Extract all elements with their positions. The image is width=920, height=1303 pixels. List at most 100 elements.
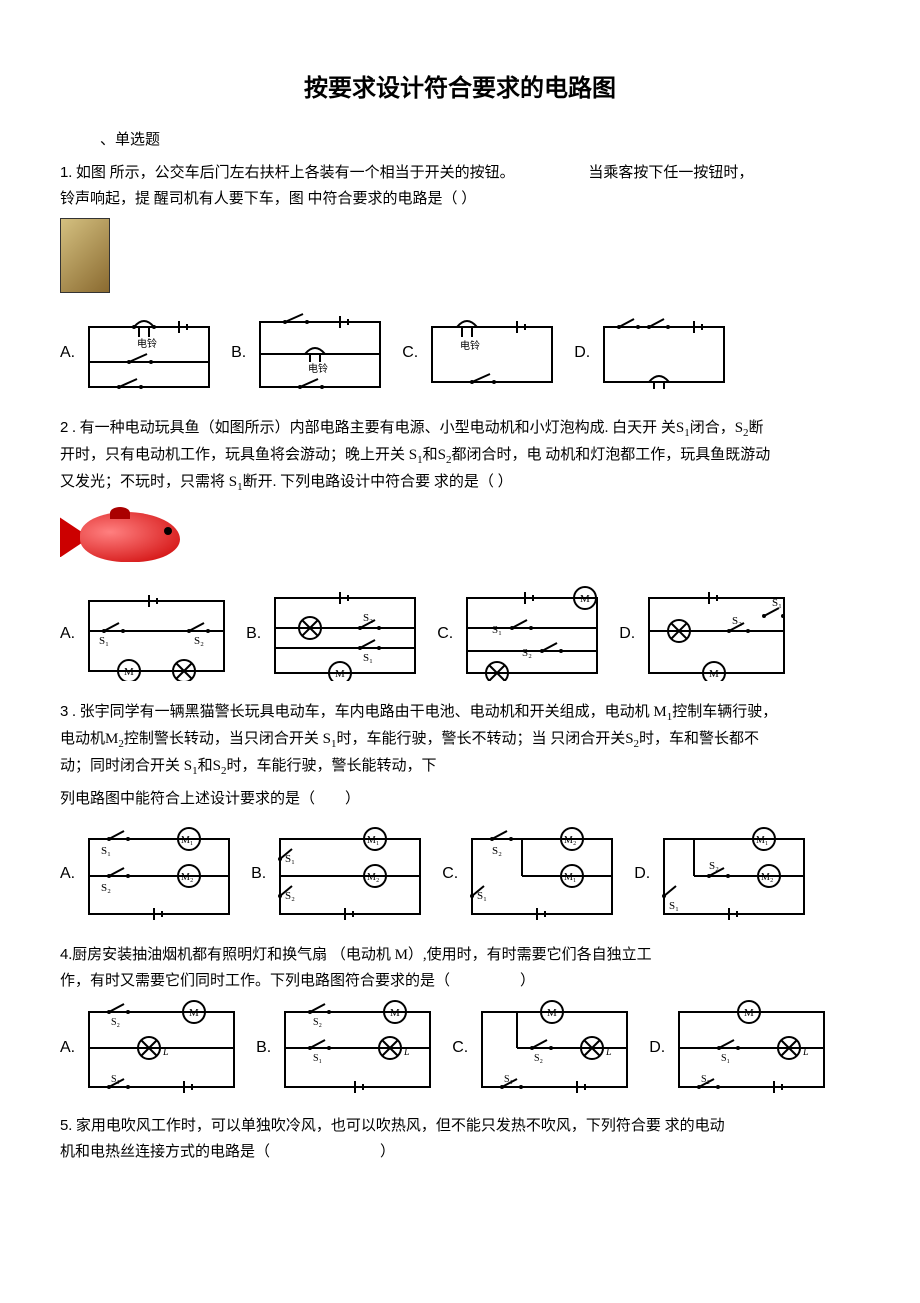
q1-text-l2: 铃声响起，提 醒司机有人要下车，图 中符合要求的电路是（ ） (60, 191, 476, 207)
svg-text:L: L (802, 1047, 809, 1058)
svg-text:S₂: S₂ (101, 882, 111, 894)
q1-diagram-b: 电铃 (250, 307, 390, 397)
svg-text:M: M (547, 1007, 557, 1019)
q3-opt-c-label: C. (442, 861, 458, 887)
question-1: 1. 如图 所示，公交车后门左右扶杆上各装有一个相当于开关的按钮。 当乘客按下任… (60, 160, 860, 397)
q1-opt-d-label: D. (574, 340, 590, 366)
q3-l1b: 控制车辆行驶， (672, 704, 777, 720)
q1-opt-a-label: A. (60, 340, 75, 366)
question-3: 3 . 张宇同学有一辆黑猫警长玩具电动车，车内电路由干电池、电动机和开关组成，电… (60, 699, 860, 924)
q2-opt-a-label: A. (60, 621, 75, 647)
svg-text:S₂: S₂ (534, 1053, 543, 1064)
q2-diagram-b: S₂ S₁ M (265, 586, 425, 681)
q3-diagram-a: S₁ M₁ S₂ M₂ (79, 824, 239, 924)
q1-photo (60, 218, 860, 301)
q3-l2c: 时，车能行驶，警长不转动；当 只闭合开关S (336, 731, 633, 747)
svg-text:S₂: S₂ (701, 1074, 710, 1085)
q2-l3b: 断开. 下列电路设计中符合要 求的是（ ） (243, 474, 513, 490)
q3-opt-d-label: D. (634, 861, 650, 887)
q3-l3a: 动；同时闭合开关 S (60, 758, 192, 774)
svg-text:S₁: S₁ (313, 1053, 322, 1064)
q3-l2a: 电动机M (60, 731, 118, 747)
q1-opt-b-label: B. (231, 340, 246, 366)
svg-text:L: L (605, 1047, 612, 1058)
q2-opt-c-label: C. (437, 621, 453, 647)
svg-text:电铃: 电铃 (460, 339, 480, 352)
q3-l3c: 时，车能行驶，警长能转动，下 (226, 758, 436, 774)
svg-text:M: M (124, 666, 134, 678)
svg-text:M₂: M₂ (761, 872, 773, 883)
q1-opt-c-label: C. (402, 340, 418, 366)
q2-l2b: 和S (423, 447, 446, 463)
svg-text:M: M (390, 1007, 400, 1019)
question-5: 5. 家用电吹风工作时，可以单独吹冷风，也可以吹热风，但不能只发热不吹风，下列符… (60, 1113, 860, 1165)
q4-opt-d-label: D. (649, 1035, 665, 1061)
svg-text:S₁: S₁ (363, 652, 373, 664)
svg-text:S₁: S₁ (477, 890, 487, 902)
q3-opt-a-label: A. (60, 861, 75, 887)
q4-text: 4.厨房安装抽油烟机都有照明灯和换气扇 （电动机 M）,使用时，有时需要它们各自… (60, 942, 860, 994)
q1-diagram-c: 电铃 (422, 307, 562, 397)
svg-text:S₁: S₁ (99, 635, 109, 647)
q1-diagram-a: 电铃 (79, 307, 219, 397)
svg-text:L: L (403, 1047, 410, 1058)
q3-l2d: 时，车和警长都不 (639, 731, 759, 747)
q4-diagram-a: S₂ M L S₁ (79, 1000, 244, 1095)
svg-text:M: M (744, 1007, 754, 1019)
q1-text-p1: . 如图 所示，公交车后门左右扶杆上各装有一个相当于开关的按钮。 (68, 165, 514, 181)
svg-text:M₁: M₁ (756, 835, 768, 846)
q3-l4: 列电路图中能符合上述设计要求的是（） (60, 787, 860, 813)
q4-l2end: ） (520, 973, 535, 989)
svg-text:S₂: S₂ (111, 1017, 120, 1028)
q4-l1: .厨房安装抽油烟机都有照明灯和换气扇 （电动机 M）,使用时，有时需要它们各自独… (68, 947, 651, 963)
q3-diagram-c: S₂ M₂ M₁ S₁ (462, 824, 622, 924)
svg-text:电铃: 电铃 (308, 362, 328, 375)
q3-l3b: 和S (198, 758, 221, 774)
q4-opt-a-label: A. (60, 1035, 75, 1061)
q5-l1: . 家用电吹风工作时，可以单独吹冷风，也可以吹热风，但不能只发热不吹风，下列符合… (68, 1118, 724, 1134)
q4-diagram-d: M S₁ L S₂ (669, 1000, 834, 1095)
q3-diagram-d: M₁ S₂ M₂ S₁ (654, 824, 814, 924)
q2-options: A. S₁ S₂ M B. S₂ S₁ M C. (60, 586, 860, 681)
svg-text:M₂: M₂ (181, 872, 193, 883)
svg-text:S₁: S₁ (504, 1074, 513, 1085)
q2-fish-photo (60, 502, 860, 580)
q4-l2: 作，有时又需要它们同时工作。下列电路图符合要求的是（ (60, 973, 450, 989)
svg-text:S₂: S₂ (313, 1017, 322, 1028)
q2-l1c: 断 (749, 420, 764, 436)
svg-text:M₁: M₁ (367, 835, 379, 846)
svg-text:M: M (189, 1007, 199, 1019)
svg-text:电铃: 电铃 (137, 337, 157, 350)
svg-text:M₁: M₁ (564, 872, 576, 883)
page-title: 按要求设计符合要求的电路图 (60, 70, 860, 108)
q2-l1b: 闭合，S (690, 420, 743, 436)
question-2: 2 . 有一种电动玩具鱼（如图所示）内部电路主要有电源、小型电动机和小灯泡构成.… (60, 415, 860, 681)
svg-text:S₂: S₂ (285, 890, 295, 902)
svg-text:S₁: S₁ (492, 624, 502, 636)
svg-text:S₂: S₂ (709, 860, 719, 872)
q1-text: 1. 如图 所示，公交车后门左右扶杆上各装有一个相当于开关的按钮。 当乘客按下任… (60, 160, 860, 212)
svg-text:L: L (162, 1047, 169, 1058)
question-4: 4.厨房安装抽油烟机都有照明灯和换气扇 （电动机 M）,使用时，有时需要它们各自… (60, 942, 860, 1095)
q2-text: 2 . 有一种电动玩具鱼（如图所示）内部电路主要有电源、小型电动机和小灯泡构成.… (60, 415, 860, 496)
svg-text:S₁: S₁ (669, 900, 679, 912)
q2-l2a: 开时，只有电动机工作，玩具鱼将会游动；晚上开关 S (60, 447, 417, 463)
q4-opt-b-label: B. (256, 1035, 271, 1061)
svg-text:M₁: M₁ (181, 835, 193, 846)
q4-options: A. S₂ M L S₁ B. S₂ M S₁ L (60, 1000, 860, 1095)
q3-text: 3 . 张宇同学有一辆黑猫警长玩具电动车，车内电路由干电池、电动机和开关组成，电… (60, 699, 860, 780)
q2-diagram-a: S₁ S₂ M (79, 586, 234, 681)
svg-text:S₂: S₂ (194, 635, 204, 647)
svg-text:S₁: S₁ (721, 1053, 730, 1064)
q1-diagram-d (594, 307, 734, 397)
svg-text:S₂: S₂ (732, 615, 742, 627)
section-header: 、单选题 (100, 128, 860, 152)
svg-text:S₁: S₁ (101, 845, 111, 857)
q5-l2: 机和电热丝连接方式的电路是（ (60, 1144, 270, 1160)
svg-text:S₂: S₂ (522, 647, 532, 659)
svg-text:M₂: M₂ (367, 872, 379, 883)
q5-l2end: ） (380, 1144, 395, 1160)
svg-text:M₂: M₂ (564, 835, 576, 846)
q4-diagram-b: S₂ M S₁ L (275, 1000, 440, 1095)
svg-text:M: M (709, 668, 719, 680)
